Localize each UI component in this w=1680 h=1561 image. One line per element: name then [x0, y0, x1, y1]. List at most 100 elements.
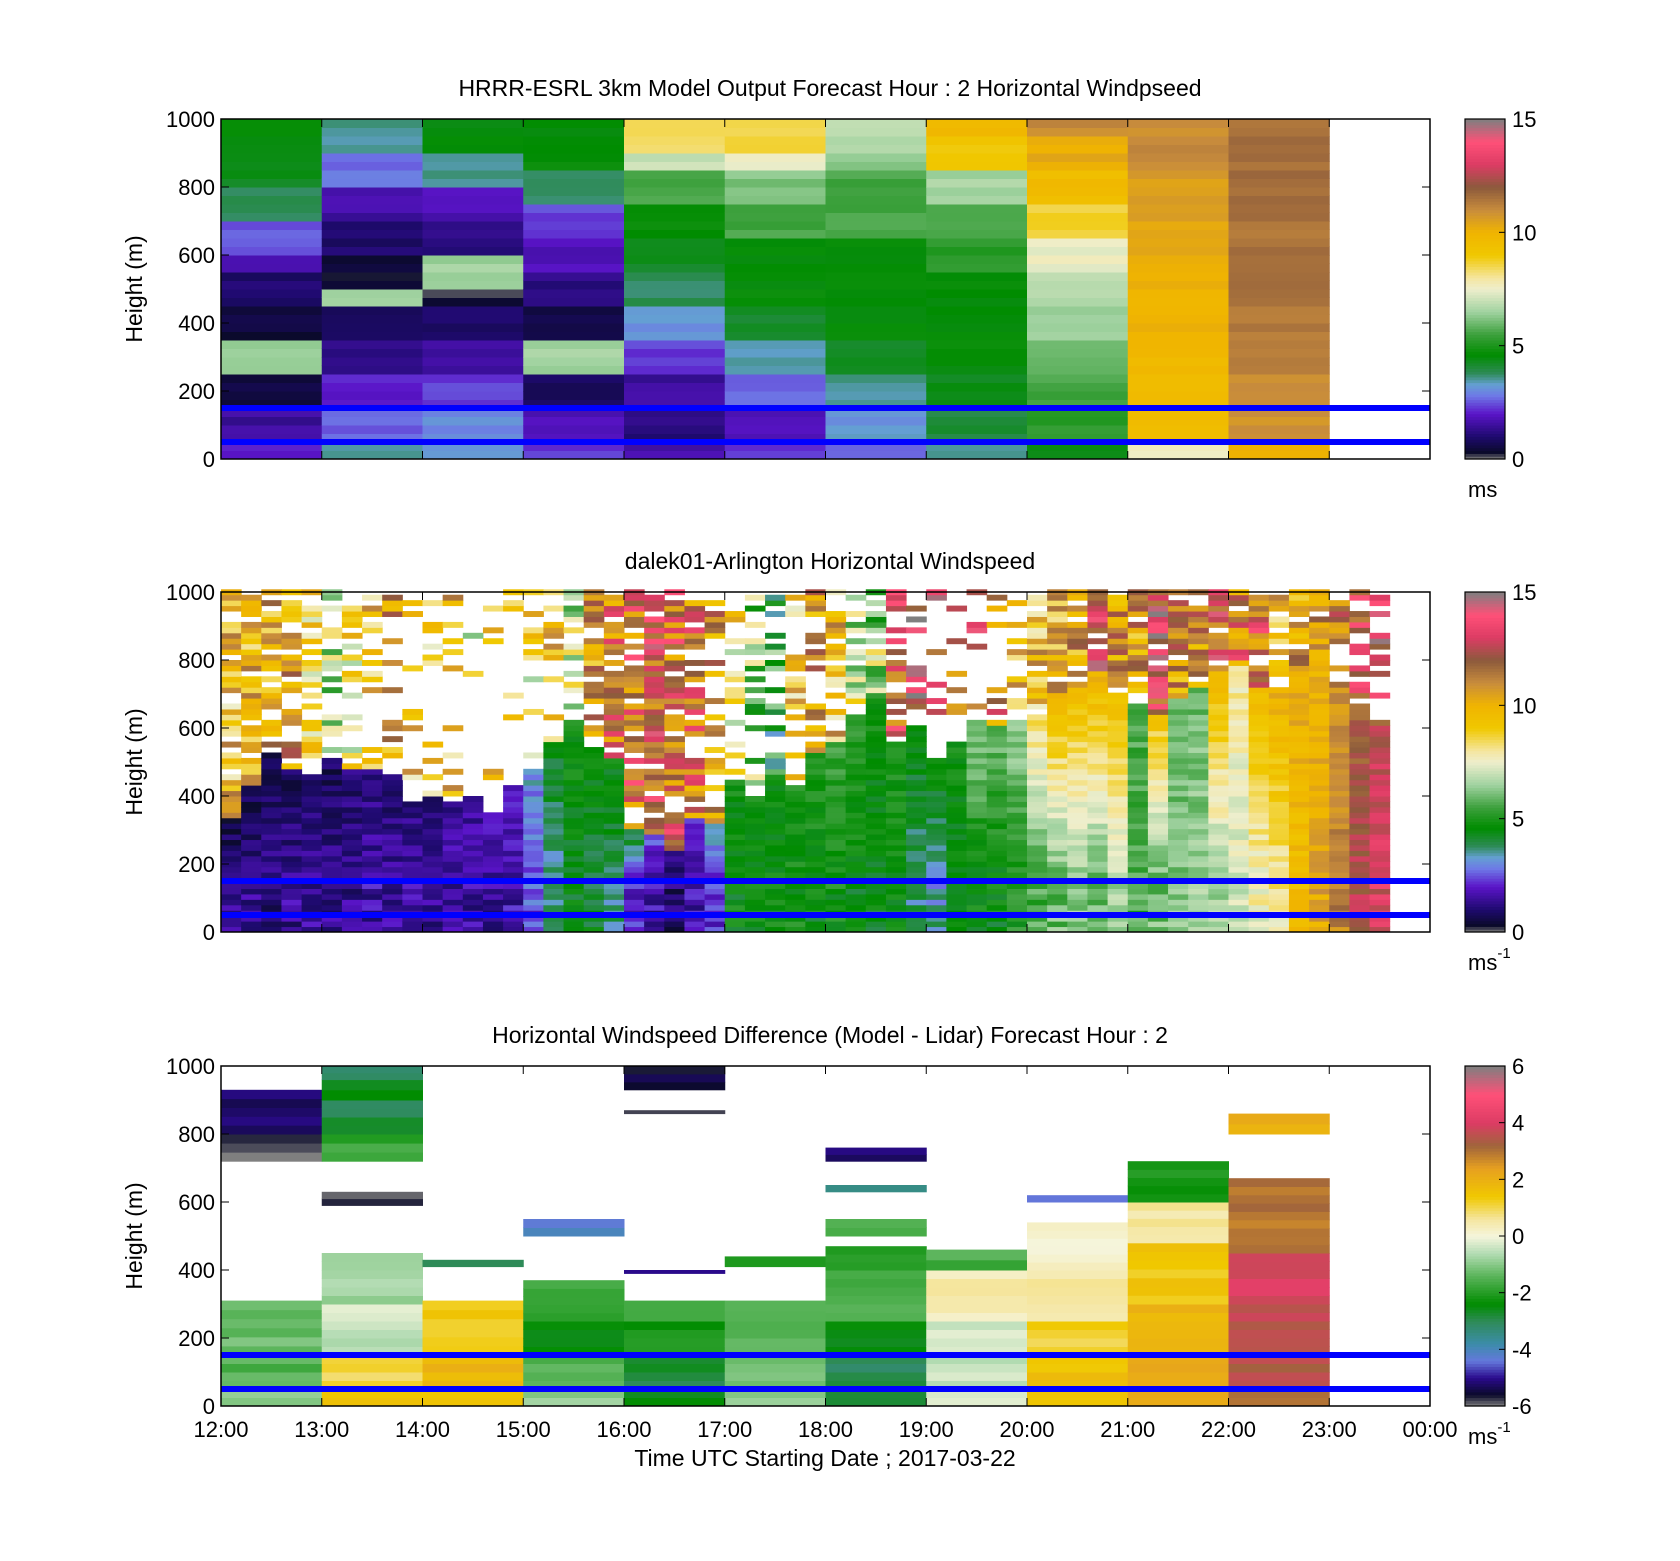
- heatmap-cell: [1127, 408, 1229, 417]
- heatmap-cell: [825, 806, 847, 813]
- colorbar-segment: [1465, 745, 1505, 749]
- heatmap-cell: [1087, 676, 1109, 683]
- heatmap-cell: [523, 796, 544, 802]
- heatmap-cell: [261, 921, 282, 928]
- heatmap-cell: [482, 915, 504, 922]
- heatmap-cell: [785, 839, 806, 846]
- heatmap-cell: [926, 1355, 1028, 1364]
- heatmap-cell: [583, 790, 605, 797]
- heatmap-cell: [1208, 752, 1229, 759]
- heatmap-cell: [1288, 736, 1310, 743]
- heatmap-cell: [1329, 757, 1350, 764]
- heatmap-cell: [321, 1191, 423, 1200]
- heatmap-cell: [221, 839, 242, 846]
- heatmap-cell: [1268, 692, 1290, 699]
- heatmap-cell: [1168, 785, 1189, 792]
- heatmap-cell: [724, 855, 746, 862]
- colorbar-segment: [1465, 835, 1505, 840]
- heatmap-cell: [382, 921, 403, 928]
- heatmap-cell: [1208, 692, 1229, 699]
- heatmap-cell: [362, 768, 383, 775]
- heatmap-cell: [301, 790, 323, 797]
- heatmap-cell: [1288, 621, 1310, 628]
- heatmap-cell: [664, 866, 685, 873]
- heatmap-cell: [321, 1079, 423, 1091]
- colorbar-segment: [1465, 1357, 1505, 1362]
- heatmap-cell: [664, 752, 685, 759]
- heatmap-cell: [1208, 703, 1229, 710]
- colorbar-segment: [1465, 1258, 1505, 1263]
- heatmap-cell: [926, 263, 1028, 273]
- heatmap-cell: [422, 1345, 524, 1356]
- heatmap-cell: [1127, 1397, 1229, 1407]
- heatmap-cell: [1067, 855, 1088, 862]
- heatmap-cell: [664, 855, 685, 862]
- heatmap-cell: [1027, 681, 1048, 688]
- heatmap-cell: [1027, 698, 1048, 705]
- colorbar-segment: [1465, 1332, 1505, 1336]
- heatmap-cell: [301, 632, 323, 639]
- heatmap-cell: [1047, 714, 1068, 721]
- heatmap-cell: [1309, 823, 1330, 830]
- heatmap-cell: [321, 348, 423, 358]
- heatmap-cell: [523, 855, 544, 862]
- heatmap-cell: [1228, 883, 1250, 889]
- heatmap-cell: [241, 660, 262, 666]
- heatmap-cell: [1188, 719, 1209, 726]
- heatmap-cell: [744, 725, 766, 732]
- heatmap-cell: [724, 1310, 826, 1322]
- heatmap-cell: [1349, 817, 1371, 824]
- heatmap-cell: [402, 893, 423, 900]
- heatmap-cell: [1047, 785, 1068, 792]
- heatmap-cell: [966, 785, 988, 792]
- heatmap-cell: [321, 399, 423, 409]
- heatmap-cell: [422, 442, 524, 451]
- heatmap-cell: [583, 616, 605, 623]
- heatmap-cell: [1047, 774, 1068, 781]
- heatmap-cell: [1248, 763, 1270, 770]
- colorbar-segment: [1465, 660, 1505, 664]
- heatmap-cell: [503, 850, 524, 857]
- heatmap-cell: [1168, 605, 1189, 612]
- heatmap-cell: [462, 632, 484, 639]
- heatmap-cell: [543, 866, 565, 873]
- heatmap-cell: [765, 796, 786, 802]
- heatmap-cell: [624, 899, 645, 906]
- heatmap-cell: [563, 670, 585, 677]
- heatmap-cell: [966, 828, 988, 835]
- heatmap-cell: [1027, 280, 1129, 290]
- heatmap-cell: [885, 926, 907, 933]
- heatmap-cell: [1127, 357, 1229, 366]
- heatmap-cell: [805, 893, 826, 900]
- heatmap-cell: [1047, 654, 1068, 661]
- heatmap-cell: [805, 844, 826, 851]
- heatmap-cell: [321, 1117, 423, 1126]
- heatmap-cell: [1228, 416, 1330, 426]
- colorbar-segment: [1465, 824, 1505, 828]
- heatmap-cell: [523, 1389, 625, 1398]
- colorbar-segment: [1465, 249, 1505, 253]
- heatmap-cell: [1107, 698, 1129, 705]
- heatmap-cell: [523, 399, 625, 409]
- heatmap-cell: [1288, 872, 1310, 879]
- heatmap-cell: [1349, 736, 1371, 743]
- heatmap-cell: [966, 839, 988, 846]
- heatmap-cell: [1268, 893, 1290, 900]
- colorbar-tick-label: -6: [1512, 1394, 1532, 1419]
- heatmap-cell: [321, 1253, 423, 1262]
- heatmap-cell: [241, 654, 262, 661]
- heatmap-cell: [825, 861, 847, 868]
- heatmap-cell: [644, 616, 665, 623]
- heatmap-cell: [1067, 790, 1088, 797]
- heatmap-cell: [422, 1336, 524, 1347]
- heatmap-cell: [402, 817, 423, 824]
- heatmap-cell: [1329, 632, 1350, 639]
- heatmap-cell: [1067, 763, 1088, 770]
- heatmap-cell: [402, 850, 423, 857]
- heatmap-cell: [785, 611, 806, 617]
- heatmap-cell: [1047, 866, 1068, 873]
- heatmap-cell: [1147, 681, 1169, 688]
- heatmap-cell: [986, 817, 1008, 824]
- heatmap-cell: [1067, 926, 1088, 933]
- heatmap-cell: [805, 638, 826, 645]
